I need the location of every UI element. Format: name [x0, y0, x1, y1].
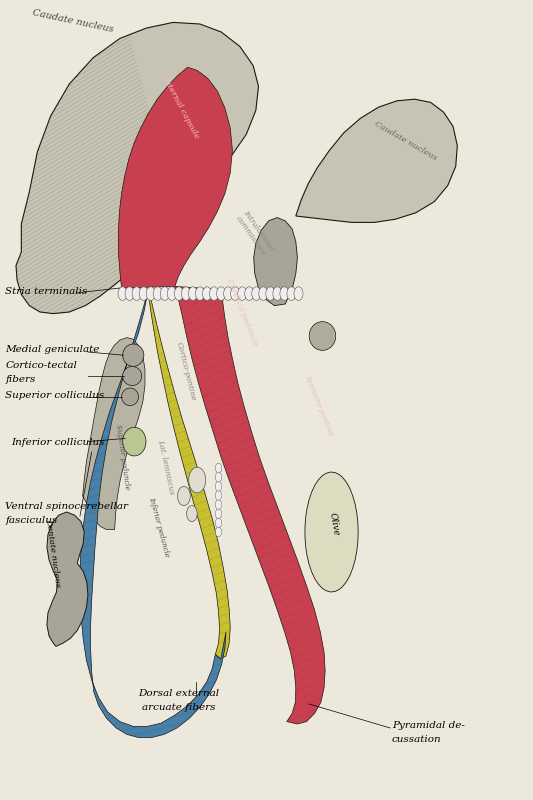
Text: Caudate nucleus: Caudate nucleus — [373, 120, 439, 162]
Polygon shape — [148, 290, 230, 659]
Circle shape — [196, 287, 205, 301]
Text: Medial geniculate: Medial geniculate — [5, 345, 100, 354]
Text: Cerebral peduncle: Cerebral peduncle — [225, 278, 260, 347]
Circle shape — [125, 287, 134, 301]
Circle shape — [181, 287, 190, 301]
Circle shape — [215, 463, 222, 473]
Circle shape — [189, 467, 206, 493]
Polygon shape — [80, 290, 226, 738]
Text: arcuate fibers: arcuate fibers — [142, 703, 215, 712]
Circle shape — [252, 287, 261, 301]
Polygon shape — [123, 344, 144, 366]
Circle shape — [259, 287, 268, 301]
Polygon shape — [254, 218, 297, 306]
Circle shape — [189, 287, 198, 301]
Text: fasciculus: fasciculus — [5, 516, 58, 526]
Polygon shape — [118, 67, 232, 288]
Polygon shape — [47, 512, 88, 646]
Circle shape — [216, 287, 225, 301]
Circle shape — [224, 287, 232, 301]
Circle shape — [174, 287, 183, 301]
Text: Dentate nucleus: Dentate nucleus — [45, 518, 62, 587]
Circle shape — [231, 287, 240, 301]
Polygon shape — [83, 338, 145, 530]
Circle shape — [203, 287, 212, 301]
Circle shape — [139, 287, 148, 301]
Polygon shape — [122, 388, 139, 406]
Polygon shape — [16, 22, 259, 314]
Polygon shape — [123, 427, 146, 456]
Circle shape — [215, 527, 222, 537]
Text: Inferior peduncle: Inferior peduncle — [147, 496, 171, 558]
Circle shape — [273, 287, 282, 301]
Text: Inferior colliculus: Inferior colliculus — [11, 438, 104, 446]
Polygon shape — [309, 322, 336, 350]
Text: Cortico-tectal: Cortico-tectal — [5, 361, 77, 370]
Circle shape — [154, 287, 163, 301]
Circle shape — [215, 509, 222, 518]
Circle shape — [146, 287, 155, 301]
Text: Ventral spinocerebellar: Ventral spinocerebellar — [5, 502, 128, 511]
Text: Stria terminalis: Stria terminalis — [5, 287, 88, 296]
Circle shape — [215, 482, 222, 491]
Circle shape — [215, 472, 222, 482]
Text: Olive: Olive — [327, 511, 340, 536]
Circle shape — [294, 287, 303, 301]
Polygon shape — [123, 366, 142, 386]
Text: Lat. lemniscus: Lat. lemniscus — [157, 438, 176, 494]
Text: Internal capsule: Internal capsule — [161, 75, 201, 139]
Text: Superior colliculus: Superior colliculus — [5, 390, 104, 400]
Circle shape — [118, 287, 127, 301]
Text: Caudate nucleus: Caudate nucleus — [32, 8, 115, 34]
Circle shape — [167, 287, 176, 301]
Circle shape — [266, 287, 275, 301]
Polygon shape — [175, 286, 325, 724]
Circle shape — [209, 287, 219, 301]
Polygon shape — [305, 472, 358, 592]
Circle shape — [238, 287, 247, 301]
Circle shape — [187, 506, 197, 522]
Text: Superior peduncle: Superior peduncle — [114, 424, 131, 490]
Text: Dorsal external: Dorsal external — [138, 689, 219, 698]
Circle shape — [177, 486, 190, 506]
Text: fibers: fibers — [5, 375, 36, 384]
Circle shape — [280, 287, 289, 301]
Text: Cortico-pontine: Cortico-pontine — [174, 342, 197, 402]
Text: Intralaminar
commissure: Intralaminar commissure — [233, 208, 276, 258]
Circle shape — [215, 518, 222, 528]
Text: Pyramidal de-: Pyramidal de- — [392, 721, 465, 730]
Text: Temporo-pontine: Temporo-pontine — [303, 374, 335, 438]
Circle shape — [287, 287, 296, 301]
Text: cussation: cussation — [392, 735, 441, 744]
Circle shape — [245, 287, 254, 301]
Polygon shape — [296, 99, 457, 222]
Circle shape — [215, 490, 222, 500]
Circle shape — [160, 287, 169, 301]
Circle shape — [215, 500, 222, 510]
Circle shape — [132, 287, 141, 301]
